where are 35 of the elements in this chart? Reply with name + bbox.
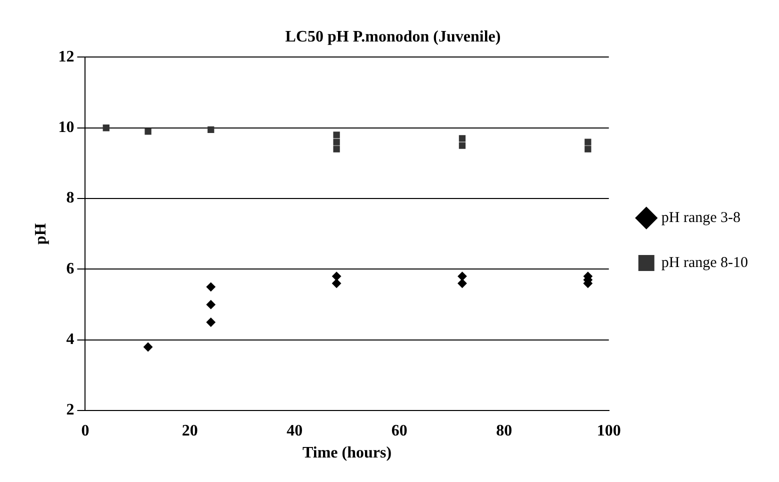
x-tick-label: 0 [81, 422, 90, 440]
legend-label: pH range 3-8 [661, 210, 740, 226]
y-axis-title: pH [32, 222, 50, 245]
x-tick-label: 40 [286, 422, 303, 440]
point [458, 278, 467, 288]
point [144, 128, 152, 135]
point [458, 272, 467, 281]
legend-label: pH range 8-10 [661, 254, 748, 271]
point [144, 342, 153, 352]
point [458, 142, 466, 149]
x-tick-label: 80 [496, 422, 512, 440]
point [208, 126, 214, 133]
y-tick-label: 6 [66, 260, 74, 278]
x-axis-title: Time (hours) [302, 444, 392, 462]
x-tick-label: 100 [596, 422, 621, 440]
y-tick-label: 8 [66, 190, 74, 207]
point [206, 300, 216, 310]
y-tick-label: 2 [66, 402, 74, 419]
chart-title: LC50 pH P.monodon (Juvenile) [285, 28, 501, 46]
x-tick-label: 60 [391, 422, 408, 440]
point [332, 272, 342, 281]
point [333, 132, 340, 138]
point [333, 146, 340, 152]
point [102, 124, 110, 132]
y-tick-label: 10 [58, 119, 74, 136]
x-tick-label: 20 [182, 422, 198, 440]
point [584, 138, 592, 146]
point [206, 318, 216, 327]
y-tick-label: 4 [66, 331, 74, 348]
point [332, 278, 342, 288]
point [584, 146, 592, 152]
y-tick-label: 12 [58, 48, 74, 66]
point [206, 282, 216, 292]
point [458, 135, 466, 142]
point [333, 138, 340, 146]
